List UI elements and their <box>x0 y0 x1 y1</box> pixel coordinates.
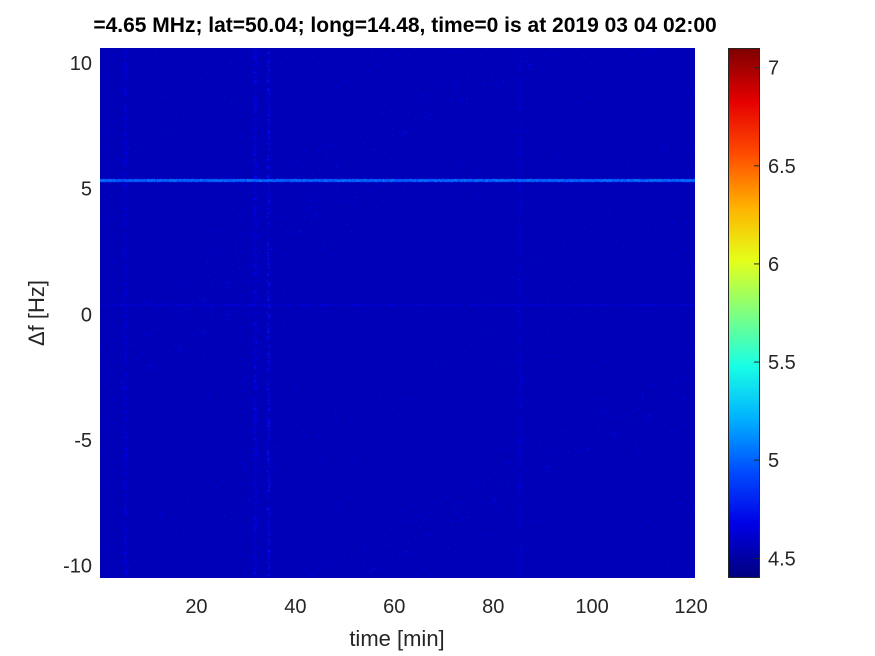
colorbar-tick-label: 7 <box>768 58 779 80</box>
x-tick-label: 100 <box>575 596 608 618</box>
chart-title: =4.65 MHz; lat=50.04; long=14.48, time=0… <box>93 14 717 37</box>
y-tick-label: -5 <box>74 430 92 452</box>
y-tick-label: 0 <box>81 304 92 326</box>
colorbar-tick-label: 5 <box>768 450 779 472</box>
colorbar-tick-label: 5.5 <box>768 352 796 374</box>
x-tick-label: 40 <box>284 596 306 618</box>
colorbar-tick-label: 6.5 <box>768 156 796 178</box>
y-axis-label: Δf [Hz] <box>24 280 49 346</box>
x-tick-label: 60 <box>383 596 405 618</box>
colorbar-ticks: 7 6.5 6 5.5 5 4.5 <box>754 58 796 570</box>
x-axis-label: time [min] <box>349 626 444 651</box>
x-tick-label: 120 <box>674 596 707 618</box>
y-tick-label: 10 <box>70 53 92 75</box>
y-axis-ticks: 10 5 0 -5 -10 <box>63 53 92 577</box>
colorbar-tick-label: 6 <box>768 254 779 276</box>
colorbar-tick-label: 4.5 <box>768 548 796 570</box>
colorbar <box>728 48 760 578</box>
heatmap-plot-area <box>100 48 695 578</box>
x-tick-label: 80 <box>482 596 504 618</box>
y-tick-label: -10 <box>63 555 92 577</box>
x-axis-ticks: 20 40 60 80 100 120 <box>185 596 707 618</box>
x-tick-label: 20 <box>185 596 207 618</box>
y-tick-label: 5 <box>81 179 92 201</box>
